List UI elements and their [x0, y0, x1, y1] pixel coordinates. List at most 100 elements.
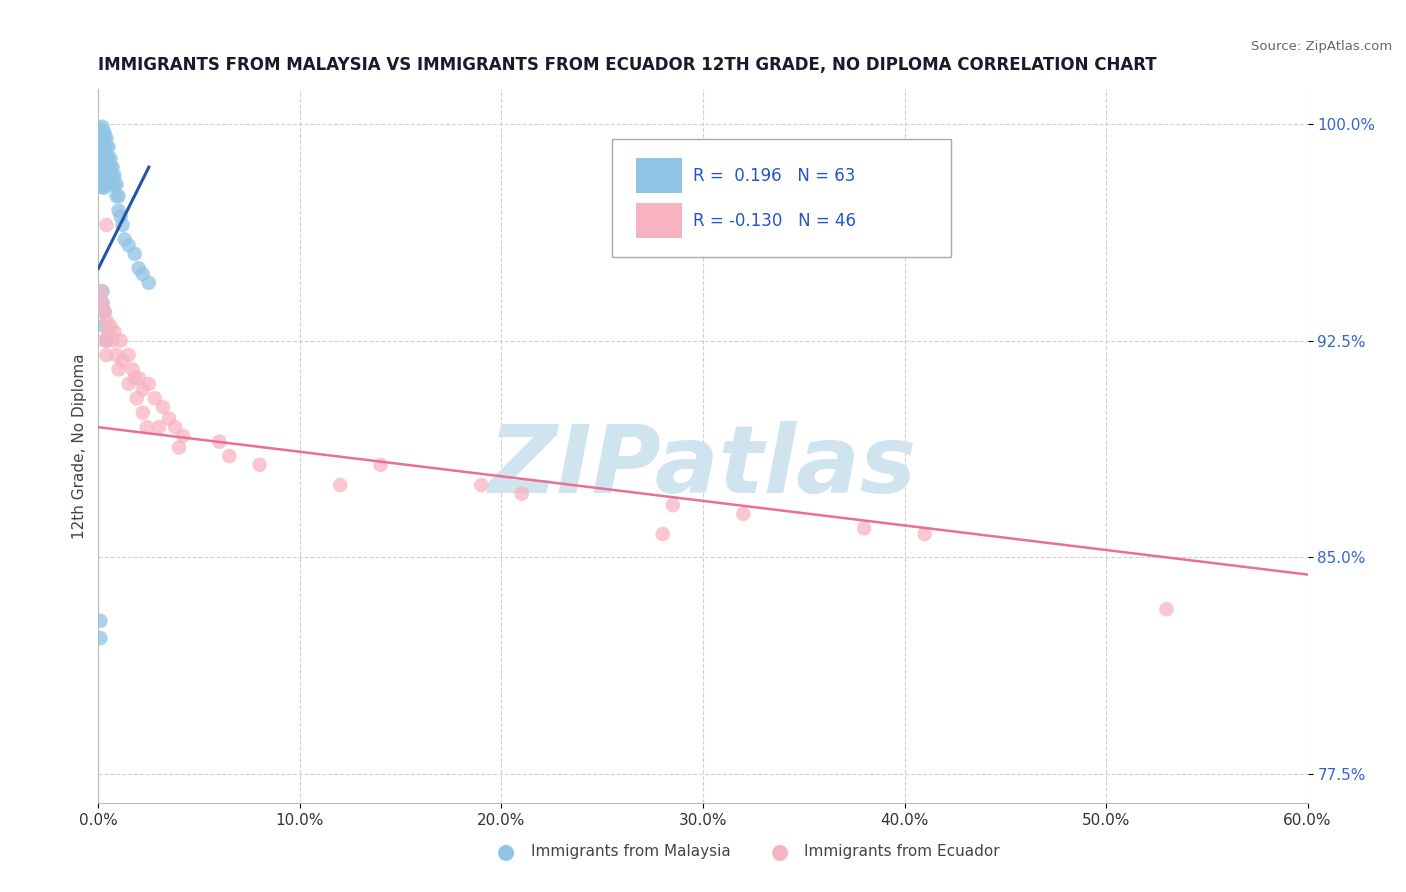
Point [103, 325, 125, 339]
Point [93, 160, 115, 174]
Text: R = -0.130   N = 46: R = -0.130 N = 46 [693, 211, 856, 229]
Text: Immigrants from Ecuador: Immigrants from Ecuador [804, 845, 1000, 859]
Point [118, 238, 141, 252]
Point [110, 334, 132, 348]
Point [143, 392, 166, 406]
Point [91, 120, 114, 134]
Point [91, 137, 114, 152]
Point [103, 178, 125, 192]
Point [118, 376, 141, 391]
Point [208, 434, 231, 449]
Point [93, 169, 115, 183]
Point [370, 458, 392, 472]
Point [97, 169, 120, 183]
Point [93, 152, 115, 166]
Point [329, 478, 352, 492]
Point [100, 169, 122, 183]
Point [105, 189, 128, 203]
Y-axis label: 12th Grade, No Diploma: 12th Grade, No Diploma [72, 353, 87, 539]
Point [135, 420, 157, 434]
Point [107, 362, 129, 376]
Point [470, 478, 492, 492]
Point [89, 152, 111, 166]
Point [93, 126, 115, 140]
Point [91, 180, 114, 194]
Point [91, 285, 114, 299]
Point [128, 261, 150, 276]
Point [124, 247, 146, 261]
Point [93, 137, 115, 152]
Point [132, 383, 155, 397]
Text: Immigrants from Malaysia: Immigrants from Malaysia [531, 845, 731, 859]
Point [118, 348, 141, 362]
Point [125, 392, 148, 406]
Text: ●: ● [498, 842, 515, 862]
Point [172, 429, 194, 443]
Point [89, 631, 111, 645]
Point [93, 131, 115, 145]
Point [128, 371, 150, 385]
Point [218, 449, 240, 463]
Text: IMMIGRANTS FROM MALAYSIA VS IMMIGRANTS FROM ECUADOR 12TH GRADE, NO DIPLOMA CORRE: IMMIGRANTS FROM MALAYSIA VS IMMIGRANTS F… [98, 56, 1157, 74]
Point [91, 126, 114, 140]
Point [101, 169, 124, 183]
Point [100, 160, 122, 174]
Point [93, 319, 115, 334]
Point [93, 175, 115, 189]
Point [661, 498, 683, 512]
Point [93, 145, 115, 160]
Point [91, 131, 114, 145]
Point [101, 334, 124, 348]
Point [1156, 602, 1178, 616]
Point [148, 420, 170, 434]
Point [91, 169, 114, 183]
Point [91, 145, 114, 160]
Point [91, 163, 114, 178]
Text: R =  0.196   N = 63: R = 0.196 N = 63 [693, 167, 856, 185]
Point [96, 169, 118, 183]
Point [853, 521, 876, 535]
Text: ZIPatlas: ZIPatlas [489, 421, 917, 514]
Point [96, 160, 118, 174]
Point [157, 411, 180, 425]
Point [100, 319, 122, 334]
Point [93, 304, 115, 318]
Point [96, 313, 118, 327]
Point [124, 371, 146, 385]
Point [138, 376, 160, 391]
Point [91, 175, 114, 189]
Point [101, 160, 124, 174]
Point [89, 134, 111, 148]
Point [91, 296, 114, 310]
Point [103, 169, 125, 183]
Point [114, 232, 136, 246]
Point [152, 400, 174, 414]
Point [121, 362, 143, 376]
Point [163, 420, 186, 434]
Point [510, 486, 533, 500]
Point [138, 276, 160, 290]
Point [97, 325, 120, 339]
Point [100, 152, 122, 166]
Point [91, 296, 114, 310]
Point [105, 178, 128, 192]
Point [91, 152, 114, 166]
FancyBboxPatch shape [613, 139, 950, 257]
Point [914, 527, 936, 541]
Point [111, 353, 134, 368]
Point [132, 267, 155, 281]
Point [89, 128, 111, 143]
Point [733, 507, 755, 521]
Point [105, 348, 128, 362]
Bar [637, 159, 682, 193]
Point [96, 131, 118, 145]
Point [97, 140, 120, 154]
Point [97, 160, 120, 174]
Point [89, 614, 111, 628]
Point [96, 140, 118, 154]
Point [96, 178, 118, 192]
Point [89, 122, 111, 136]
Point [96, 334, 118, 348]
Point [97, 152, 120, 166]
Point [89, 143, 111, 157]
